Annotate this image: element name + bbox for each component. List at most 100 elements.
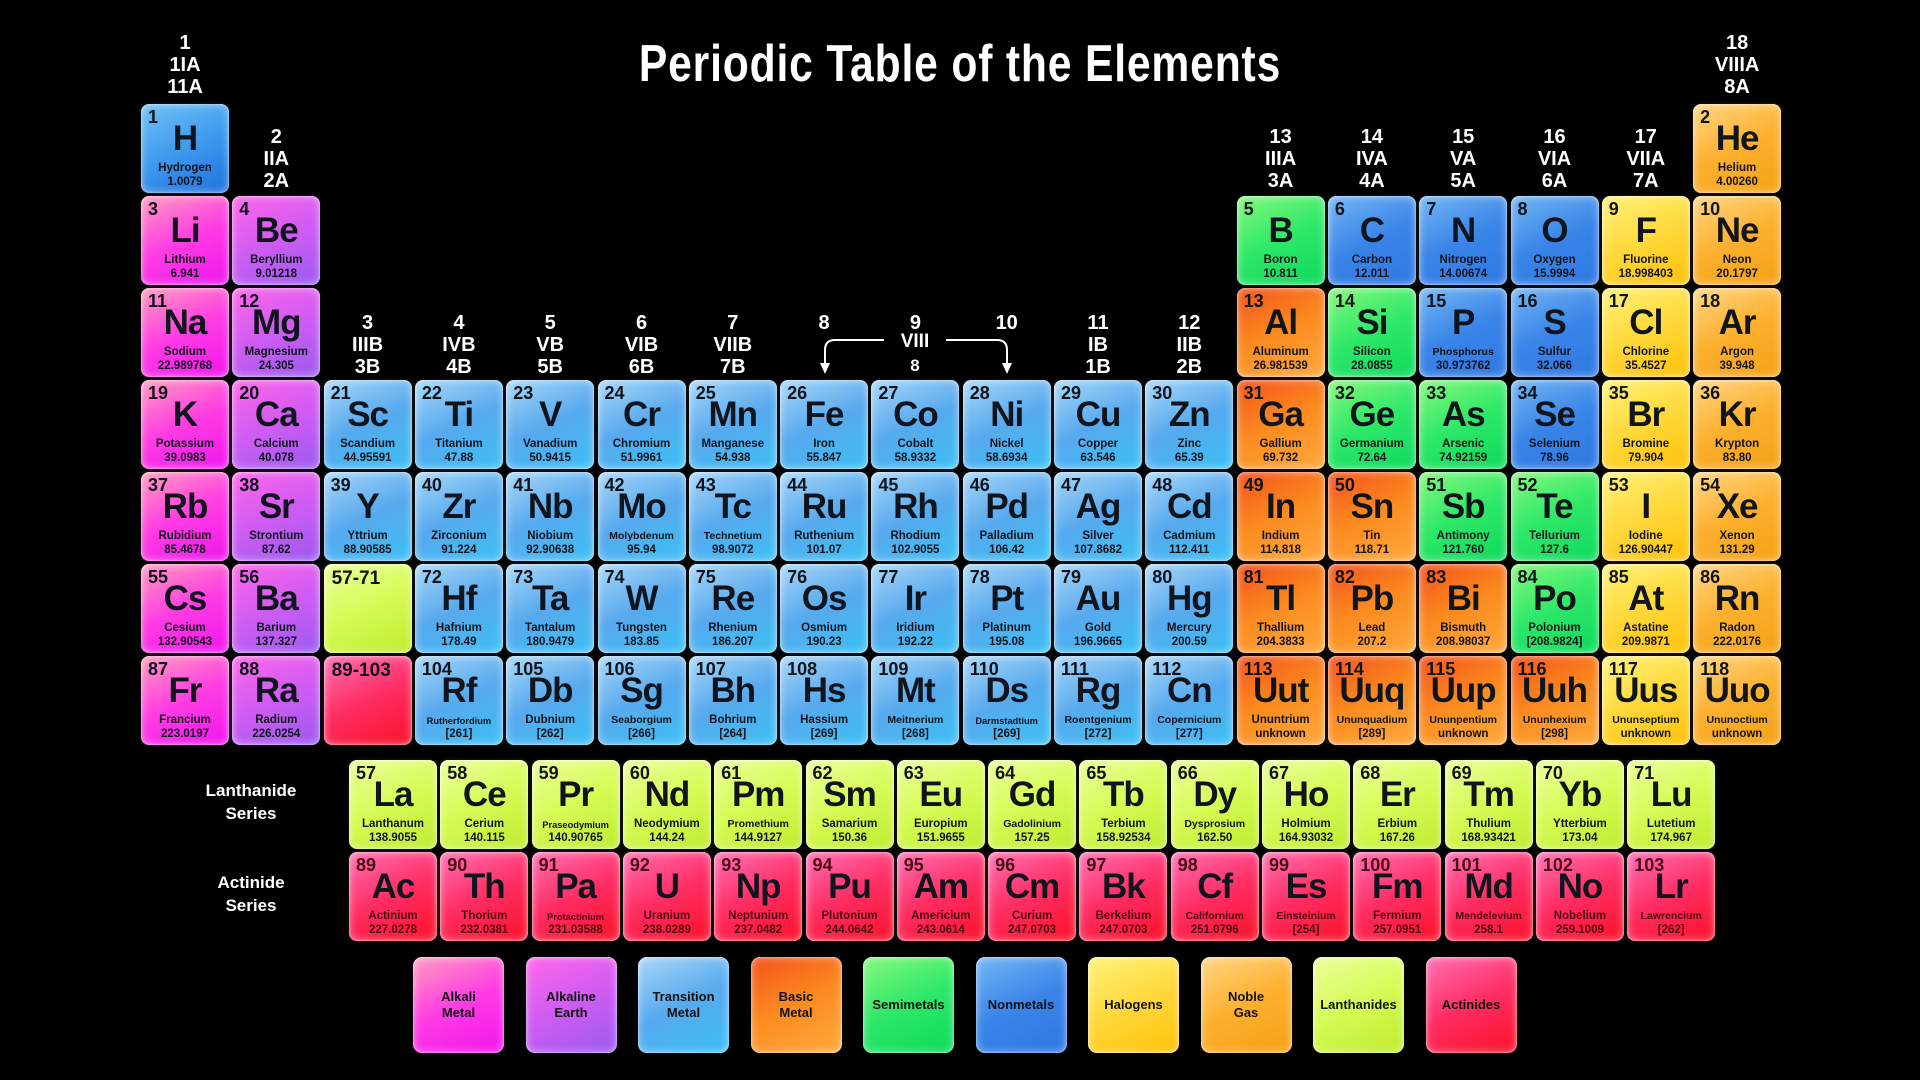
element-tile-u[interactable]: 92 U Uranium 238.0289: [622, 852, 711, 941]
element-tile-pt[interactable]: 78 Pt Platinum 195.08: [962, 564, 1051, 653]
element-tile-fm[interactable]: 100 Fm Fermium 257.0951: [1353, 852, 1442, 941]
element-tile-re[interactable]: 75 Re Rhenium 186.207: [688, 564, 777, 653]
element-tile-ba[interactable]: 56 Ba Barium 137.327: [232, 564, 321, 653]
element-tile-po[interactable]: 84 Po Polonium [208.9824]: [1510, 564, 1599, 653]
element-tile-hg[interactable]: 80 Hg Mercury 200.59: [1145, 564, 1234, 653]
element-tile-nb[interactable]: 41 Nb Niobium 92.90638: [506, 472, 595, 561]
element-tile-uuh[interactable]: 116 Uuh Ununhexium [298]: [1510, 656, 1599, 745]
element-tile-cd[interactable]: 48 Cd Cadmium 112.411: [1145, 472, 1234, 561]
element-tile-xe[interactable]: 54 Xe Xenon 131.29: [1693, 472, 1782, 561]
element-tile-rf[interactable]: 104 Rf Rutherfordium [261]: [414, 656, 503, 745]
element-tile-y[interactable]: 39 Y Yttrium 88.90585: [323, 472, 412, 561]
element-tile-in[interactable]: 49 In Indium 114.818: [1236, 472, 1325, 561]
element-tile-au[interactable]: 79 Au Gold 196.9665: [1054, 564, 1142, 653]
element-tile-cl[interactable]: 17 Cl Chlorine 35.4527: [1601, 288, 1690, 377]
element-tile-pu[interactable]: 94 Pu Plutonium 244.0642: [805, 852, 894, 941]
element-tile-sm[interactable]: 62 Sm Samarium 150.36: [805, 760, 894, 849]
element-tile-cs[interactable]: 55 Cs Cesium 132.90543: [141, 564, 229, 653]
element-tile-uut[interactable]: 113 Uut Ununtrium unknown: [1236, 656, 1325, 745]
element-tile-li[interactable]: 3 Li Lithium 6.941: [141, 196, 229, 285]
element-tile-eu[interactable]: 63 Eu Europium 151.9655: [896, 760, 985, 849]
element-tile-v[interactable]: 23 V Vanadium 50.9415: [506, 380, 595, 469]
element-tile-pa[interactable]: 91 Pa Protactinium 231.03588: [531, 852, 620, 941]
element-tile-cm[interactable]: 96 Cm Curium 247.0703: [988, 852, 1077, 941]
element-tile-ru[interactable]: 44 Ru Ruthenium 101.07: [780, 472, 869, 561]
element-tile-sn[interactable]: 50 Sn Tin 118.71: [1327, 472, 1416, 561]
element-tile-he[interactable]: 2 He Helium 4.00260: [1693, 104, 1782, 193]
element-tile-bi[interactable]: 83 Bi Bismuth 208.98037: [1419, 564, 1508, 653]
element-tile-o[interactable]: 8 O Oxygen 15.9994: [1510, 196, 1599, 285]
element-tile-se[interactable]: 34 Se Selenium 78.96: [1510, 380, 1599, 469]
element-tile-ac[interactable]: 89 Ac Actinium 227.0278: [349, 852, 437, 941]
element-tile-hf[interactable]: 72 Hf Hafnium 178.49: [414, 564, 503, 653]
element-tile-ta[interactable]: 73 Ta Tantalum 180.9479: [506, 564, 595, 653]
element-tile-as[interactable]: 33 As Arsenic 74.92159: [1419, 380, 1508, 469]
element-tile-mg[interactable]: 12 Mg Magnesium 24.305: [232, 288, 321, 377]
element-tile-er[interactable]: 68 Er Erbium 167.26: [1353, 760, 1442, 849]
element-tile-s[interactable]: 16 S Sulfur 32.066: [1510, 288, 1599, 377]
element-tile-lu[interactable]: 71 Lu Lutetium 174.967: [1627, 760, 1716, 849]
element-tile-yb[interactable]: 70 Yb Ytterbium 173.04: [1535, 760, 1624, 849]
element-tile-ga[interactable]: 31 Ga Gallium 69.732: [1236, 380, 1325, 469]
element-tile-ti[interactable]: 22 Ti Titanium 47.88: [414, 380, 503, 469]
element-tile-la[interactable]: 57 La Lanthanum 138.9055: [349, 760, 437, 849]
element-tile-ag[interactable]: 47 Ag Silver 107.8682: [1054, 472, 1142, 561]
element-tile-md[interactable]: 101 Md Mendelevium 258.1: [1444, 852, 1533, 941]
element-tile-rg[interactable]: 111 Rg Roentgenium [272]: [1054, 656, 1142, 745]
element-tile-na[interactable]: 11 Na Sodium 22.989768: [141, 288, 229, 377]
element-tile-pb[interactable]: 82 Pb Lead 207.2: [1327, 564, 1416, 653]
element-tile-ar[interactable]: 18 Ar Argon 39.948: [1693, 288, 1782, 377]
element-tile-w[interactable]: 74 W Tungsten 183.85: [597, 564, 686, 653]
element-tile-ho[interactable]: 67 Ho Holmium 164.93032: [1262, 760, 1350, 849]
element-tile-be[interactable]: 4 Be Beryllium 9.01218: [232, 196, 321, 285]
element-tile-hs[interactable]: 108 Hs Hassium [269]: [780, 656, 869, 745]
element-tile-cu[interactable]: 29 Cu Copper 63.546: [1054, 380, 1142, 469]
element-tile-gd[interactable]: 64 Gd Gadolinium 157.25: [988, 760, 1077, 849]
element-tile-at[interactable]: 85 At Astatine 209.9871: [1601, 564, 1690, 653]
element-tile-uup[interactable]: 115 Uup Ununpentium unknown: [1419, 656, 1508, 745]
element-tile-tm[interactable]: 69 Tm Thulium 168.93421: [1444, 760, 1533, 849]
element-tile-ni[interactable]: 28 Ni Nickel 58.6934: [962, 380, 1051, 469]
element-tile-bk[interactable]: 97 Bk Berkelium 247.0703: [1079, 852, 1168, 941]
element-tile-ds[interactable]: 110 Ds Darmstadtium [269]: [962, 656, 1051, 745]
element-tile-nd[interactable]: 60 Nd Neodymium 144.24: [622, 760, 711, 849]
element-tile-ra[interactable]: 88 Ra Radium 226.0254: [232, 656, 321, 745]
element-tile-sc[interactable]: 21 Sc Scandium 44.95591: [323, 380, 412, 469]
element-tile-ca[interactable]: 20 Ca Calcium 40.078: [232, 380, 321, 469]
series-placeholder-89-103[interactable]: 89-103: [323, 656, 412, 745]
element-tile-p[interactable]: 15 P Phosphorus 30.973762: [1419, 288, 1508, 377]
element-tile-pd[interactable]: 46 Pd Palladium 106.42: [962, 472, 1051, 561]
element-tile-ge[interactable]: 32 Ge Germanium 72.64: [1327, 380, 1416, 469]
element-tile-i[interactable]: 53 I Iodine 126.90447: [1601, 472, 1690, 561]
element-tile-no[interactable]: 102 No Nobelium 259.1009: [1535, 852, 1624, 941]
element-tile-h[interactable]: 1 H Hydrogen 1.0079: [141, 104, 229, 193]
element-tile-cr[interactable]: 24 Cr Chromium 51.9961: [597, 380, 686, 469]
element-tile-ir[interactable]: 77 Ir Iridium 192.22: [871, 564, 960, 653]
element-tile-mn[interactable]: 25 Mn Manganese 54.938: [688, 380, 777, 469]
element-tile-co[interactable]: 27 Co Cobalt 58.9332: [871, 380, 960, 469]
element-tile-k[interactable]: 19 K Potassium 39.0983: [141, 380, 229, 469]
element-tile-uus[interactable]: 117 Uus Ununseptium unknown: [1601, 656, 1690, 745]
element-tile-db[interactable]: 105 Db Dubnium [262]: [506, 656, 595, 745]
element-tile-cn[interactable]: 112 Cn Copernicium [277]: [1145, 656, 1234, 745]
element-tile-np[interactable]: 93 Np Neptunium 237.0482: [714, 852, 803, 941]
element-tile-am[interactable]: 95 Am Americium 243.0614: [896, 852, 985, 941]
element-tile-sr[interactable]: 38 Sr Strontium 87.62: [232, 472, 321, 561]
element-tile-uuq[interactable]: 114 Uuq Ununquadium [289]: [1327, 656, 1416, 745]
element-tile-kr[interactable]: 36 Kr Krypton 83.80: [1693, 380, 1782, 469]
element-tile-tb[interactable]: 65 Tb Terbium 158.92534: [1079, 760, 1168, 849]
element-tile-sg[interactable]: 106 Sg Seaborgium [266]: [597, 656, 686, 745]
element-tile-te[interactable]: 52 Te Tellurium 127.6: [1510, 472, 1599, 561]
element-tile-pr[interactable]: 59 Pr Praseodymium 140.90765: [531, 760, 620, 849]
element-tile-al[interactable]: 13 Al Aluminum 26.981539: [1236, 288, 1325, 377]
element-tile-mo[interactable]: 42 Mo Molybdenum 95.94: [597, 472, 686, 561]
element-tile-fe[interactable]: 26 Fe Iron 55.847: [780, 380, 869, 469]
element-tile-dy[interactable]: 66 Dy Dysprosium 162.50: [1170, 760, 1259, 849]
element-tile-zr[interactable]: 40 Zr Zirconium 91.224: [414, 472, 503, 561]
element-tile-rh[interactable]: 45 Rh Rhodium 102.9055: [871, 472, 960, 561]
element-tile-pm[interactable]: 61 Pm Promethium 144.9127: [714, 760, 803, 849]
series-placeholder-57-71[interactable]: 57-71: [323, 564, 412, 653]
element-tile-rb[interactable]: 37 Rb Rubidium 85.4678: [141, 472, 229, 561]
element-tile-bh[interactable]: 107 Bh Bohrium [264]: [688, 656, 777, 745]
element-tile-ne[interactable]: 10 Ne Neon 20.1797: [1693, 196, 1782, 285]
